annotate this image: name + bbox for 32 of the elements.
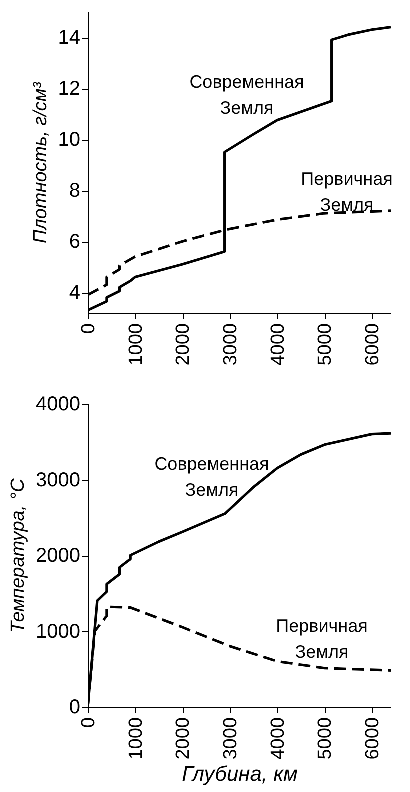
y-tick-label: 12 (58, 78, 80, 100)
y-tick-label: 2000 (36, 545, 80, 567)
x-tick-label: 2000 (173, 324, 194, 366)
y-tick-label: 4 (69, 282, 80, 304)
x-tick-label: 2000 (173, 718, 194, 760)
y-tick-label: 3000 (36, 469, 80, 492)
x-axis-title: Глубина, км (182, 762, 298, 786)
y-tick-label: 1000 (36, 620, 80, 643)
x-tick-label: 3000 (220, 718, 242, 760)
y-tick-label: 10 (58, 129, 80, 152)
x-tick-label: 4000 (268, 718, 289, 760)
y-tick-label: 14 (58, 27, 80, 50)
x-tick-label: 6000 (362, 718, 384, 760)
x-tick-label: 1000 (126, 324, 147, 366)
x-tick-label: 1000 (126, 718, 147, 760)
x-tick-label: 6000 (362, 324, 384, 366)
y-axis-title: Плотность, г/см³ (30, 82, 52, 244)
x-tick-label: 0 (78, 718, 100, 728)
annotation: Первичная Земля (301, 169, 393, 215)
y-tick-label: 6 (69, 231, 80, 254)
x-tick-label: 3000 (220, 324, 242, 366)
annotation: Современная Земля (190, 72, 304, 118)
y-axis-title: Температура, °C (8, 478, 30, 634)
x-tick-label: 4000 (268, 324, 289, 366)
y-tick-label: 0 (69, 696, 80, 718)
x-tick-label: 5000 (315, 718, 336, 760)
annotation: Первичная Земля (276, 616, 368, 662)
y-tick-label: 4000 (36, 394, 80, 416)
annotation: Современная Земля (154, 454, 270, 500)
y-tick-label: 8 (69, 180, 80, 202)
x-tick-label: 0 (78, 324, 100, 334)
x-tick-label: 5000 (315, 324, 336, 366)
